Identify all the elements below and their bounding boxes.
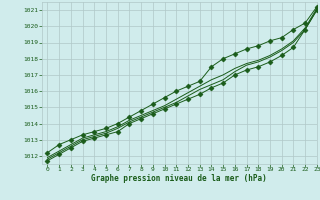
X-axis label: Graphe pression niveau de la mer (hPa): Graphe pression niveau de la mer (hPa) (91, 174, 267, 183)
